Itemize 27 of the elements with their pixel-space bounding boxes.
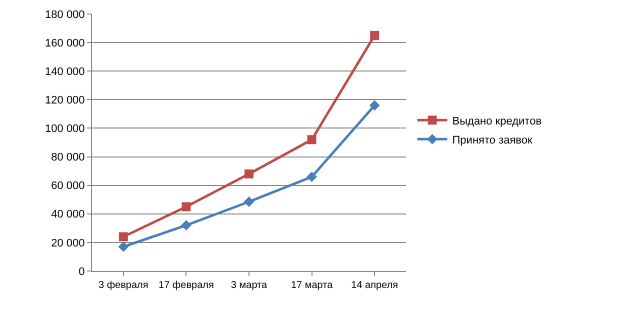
y-tick-label: 160 000 xyxy=(45,37,85,50)
y-tick-label: 40 000 xyxy=(51,208,85,221)
y-tick-label: 180 000 xyxy=(45,8,85,21)
x-tick-label: 3 февраля xyxy=(98,280,148,291)
y-tick-label: 60 000 xyxy=(51,180,85,192)
point xyxy=(244,196,254,207)
legend-label: Выдано кредитов xyxy=(452,115,542,128)
point xyxy=(118,242,129,252)
point xyxy=(182,202,191,212)
x-tick-label: 14 апреля xyxy=(351,280,398,291)
y-tick-label: 0 xyxy=(78,266,85,278)
y-tick-label: 20 000 xyxy=(51,237,85,250)
point xyxy=(306,172,317,182)
y-tick-label: 120 000 xyxy=(45,94,85,107)
point xyxy=(370,30,380,40)
legend-label: Принято заявок xyxy=(452,134,533,146)
x-tick-label: 3 марта xyxy=(230,280,268,291)
x-tick-label: 17 марта xyxy=(290,280,334,291)
y-tick-label: 80 000 xyxy=(51,152,85,164)
y-tick-label: 140 000 xyxy=(45,66,85,78)
point xyxy=(307,135,316,144)
point xyxy=(369,100,380,111)
x-tick-label: 17 февраля xyxy=(158,280,214,291)
point xyxy=(244,169,254,178)
point xyxy=(181,220,192,231)
y-tick-label: 100 000 xyxy=(45,123,85,136)
point xyxy=(118,232,128,242)
